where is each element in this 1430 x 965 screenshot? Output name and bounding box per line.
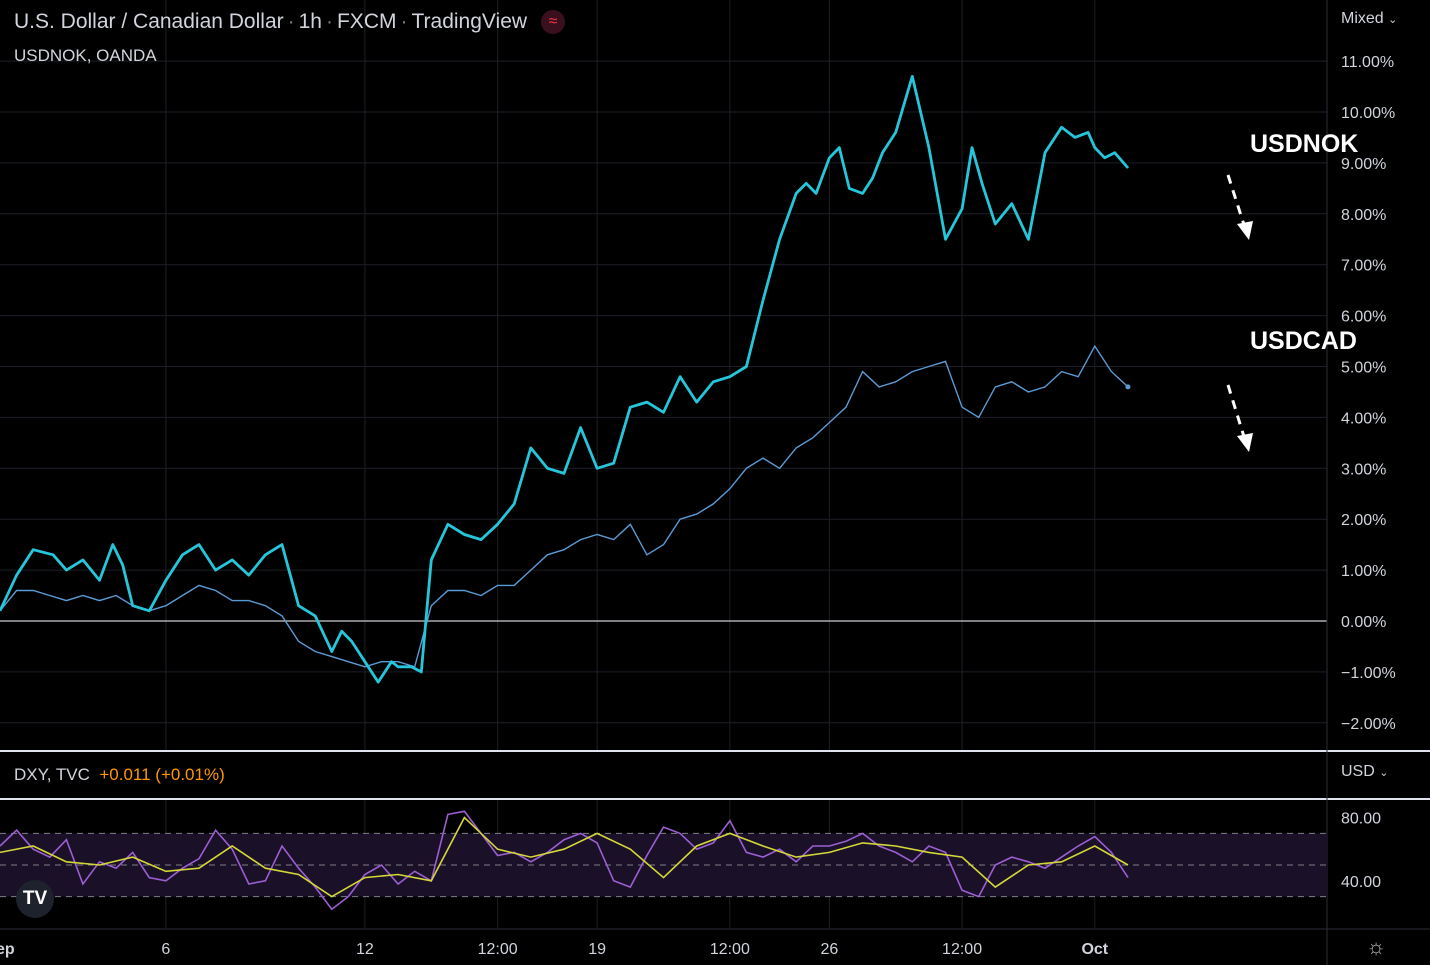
usdnok-down-arrow-head xyxy=(1237,221,1253,240)
price-tick-label: −1.00% xyxy=(1341,665,1396,682)
price-tick-label: 9.00% xyxy=(1341,156,1386,173)
scale-mode-label: Mixed xyxy=(1341,10,1384,27)
time-tick-label: 12:00 xyxy=(478,941,518,958)
exchange: FXCM xyxy=(336,10,397,33)
usdnok-annotation: USDNOK xyxy=(1250,130,1359,158)
currency-button[interactable]: USD ⌄ xyxy=(1341,763,1388,781)
time-tick-label: 12:00 xyxy=(710,941,750,958)
chevron-down-icon: ⌄ xyxy=(1388,14,1398,26)
time-tick-label: 12 xyxy=(356,941,374,958)
price-tick-label: 11.00% xyxy=(1341,54,1394,71)
usdcad-last-point xyxy=(1125,384,1131,390)
indicator-symbol: DXY, TVC xyxy=(14,765,90,784)
price-tick-label: 6.00% xyxy=(1341,309,1386,326)
price-tick-label: 10.00% xyxy=(1341,105,1395,122)
time-tick-label: 12:00 xyxy=(942,941,982,958)
price-tick-label: 7.00% xyxy=(1341,258,1386,275)
interval[interactable]: 1h xyxy=(298,10,322,33)
usdnok-down-arrow xyxy=(1226,174,1247,229)
time-tick-label: 6 xyxy=(161,941,170,958)
price-tick-label: 0.00% xyxy=(1341,614,1386,631)
compare-symbol[interactable]: USDNOK, OANDA xyxy=(14,46,157,65)
price-tick-label: 4.00% xyxy=(1341,410,1386,427)
time-tick-label: Sep xyxy=(0,941,15,958)
scale-mode-button[interactable]: Mixed ⌄ xyxy=(1341,10,1397,28)
time-tick-label: Oct xyxy=(1081,941,1108,958)
rsi-line xyxy=(0,810,1129,911)
rsi-tick-label: 40.00 xyxy=(1341,874,1381,891)
chevron-down-icon: ⌄ xyxy=(1379,767,1389,779)
usdcad-line xyxy=(0,344,1129,668)
chart-title: U.S. Dollar / Canadian Dollar · 1h · FXCM · Tr… xyxy=(14,10,566,35)
indicator-change: +0.011 (+0.01%) xyxy=(99,765,225,784)
price-tick-label: 8.00% xyxy=(1341,207,1386,224)
approx-wave-icon[interactable]: ≈ xyxy=(541,10,566,35)
source: TradingView xyxy=(411,10,528,33)
price-tick-label: −2.00% xyxy=(1341,716,1396,733)
currency-label: USD xyxy=(1341,763,1375,780)
price-tick-label: 2.00% xyxy=(1341,512,1386,529)
price-tick-label: 3.00% xyxy=(1341,461,1386,478)
price-tick-label: 1.00% xyxy=(1341,563,1386,580)
usdcad-down-arrow-head xyxy=(1237,433,1253,452)
tradingview-logo[interactable]: TV xyxy=(16,880,54,918)
usdnok-line xyxy=(0,75,1130,684)
price-tick-label: 5.00% xyxy=(1341,360,1386,377)
settings-gear-icon[interactable]: ☼ xyxy=(1366,934,1387,959)
indicator-legend[interactable]: DXY, TVC +0.011 (+0.01%) xyxy=(14,765,225,785)
time-tick-label: 26 xyxy=(820,941,838,958)
usdcad-down-arrow xyxy=(1226,384,1247,441)
rsi-tick-label: 80.00 xyxy=(1341,811,1381,828)
rsi-ma-line xyxy=(0,816,1129,898)
usdcad-annotation: USDCAD xyxy=(1250,327,1357,355)
time-tick-label: 19 xyxy=(588,941,606,958)
symbol-name[interactable]: U.S. Dollar / Canadian Dollar xyxy=(14,10,284,33)
